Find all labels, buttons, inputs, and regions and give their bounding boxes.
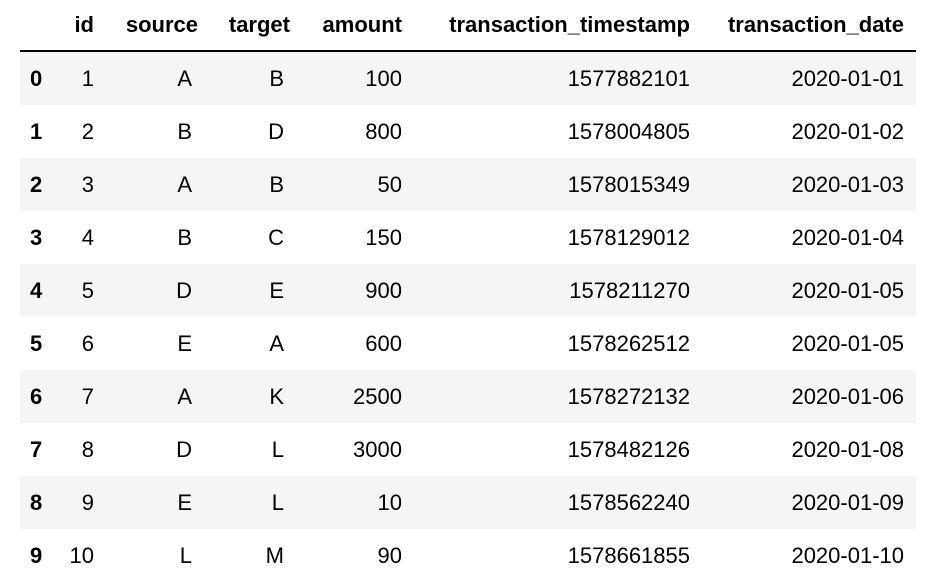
cell-source: E	[177, 489, 192, 515]
cell-target: A	[269, 330, 284, 356]
row-index: 6	[30, 383, 43, 409]
cell-id: 3	[81, 171, 94, 197]
cell-transaction-date: 2020-01-02	[791, 118, 904, 144]
column-header-target: target	[210, 0, 302, 52]
column-header-transaction-timestamp: transaction_timestamp	[414, 0, 702, 52]
row-index: 3	[30, 224, 43, 250]
cell-amount: 3000	[353, 436, 402, 462]
cell-transaction-timestamp: 1578015349	[567, 171, 690, 197]
cell-source: A	[177, 65, 192, 91]
row-index: 8	[30, 489, 43, 515]
cell-id: 9	[81, 489, 94, 515]
table-row: 8 9 E L 10 1578562240 2020-01-09	[20, 476, 916, 529]
cell-transaction-timestamp: 1578482126	[567, 436, 690, 462]
cell-id: 8	[81, 436, 94, 462]
cell-transaction-date: 2020-01-05	[791, 277, 904, 303]
cell-id: 2	[81, 118, 94, 144]
column-header-id: id	[62, 0, 106, 52]
cell-id: 6	[81, 330, 94, 356]
table-row: 5 6 E A 600 1578262512 2020-01-05	[20, 317, 916, 370]
cell-amount: 10	[377, 489, 402, 515]
cell-amount: 900	[365, 277, 402, 303]
cell-transaction-timestamp: 1578211270	[569, 277, 690, 303]
cell-transaction-date: 2020-01-08	[791, 436, 904, 462]
table-row: 0 1 A B 100 1577882101 2020-01-01	[20, 51, 916, 105]
index-column-header	[20, 0, 62, 52]
cell-target: K	[269, 383, 284, 409]
dataframe-table: id source target amount transaction_time…	[20, 0, 916, 582]
table-row: 1 2 B D 800 1578004805 2020-01-02	[20, 105, 916, 158]
table-row: 4 5 D E 900 1578211270 2020-01-05	[20, 264, 916, 317]
column-header-transaction-date: transaction_date	[702, 0, 916, 52]
cell-transaction-timestamp: 1578262512	[567, 330, 690, 356]
cell-transaction-timestamp: 1577882101	[567, 65, 690, 91]
cell-id: 5	[81, 277, 94, 303]
table-row: 9 10 L M 90 1578661855 2020-01-10	[20, 529, 916, 582]
cell-amount: 2500	[353, 383, 402, 409]
cell-transaction-date: 2020-01-05	[791, 330, 904, 356]
cell-source: A	[177, 383, 192, 409]
cell-target: M	[265, 542, 284, 568]
row-index: 1	[30, 118, 43, 144]
cell-amount: 50	[377, 171, 402, 197]
cell-target: E	[269, 277, 284, 303]
cell-transaction-date: 2020-01-01	[791, 65, 904, 91]
cell-source: A	[177, 171, 192, 197]
cell-amount: 100	[365, 65, 402, 91]
cell-target: B	[269, 65, 284, 91]
table-row: 2 3 A B 50 1578015349 2020-01-03	[20, 158, 916, 211]
row-index: 2	[30, 171, 43, 197]
cell-id: 10	[69, 542, 94, 568]
table-row: 6 7 A K 2500 1578272132 2020-01-06	[20, 370, 916, 423]
cell-id: 1	[81, 65, 94, 91]
cell-transaction-timestamp: 1578004805	[567, 118, 690, 144]
table-row: 7 8 D L 3000 1578482126 2020-01-08	[20, 423, 916, 476]
row-index: 0	[30, 65, 43, 91]
cell-id: 7	[81, 383, 94, 409]
cell-transaction-timestamp: 1578661855	[567, 542, 690, 568]
header-row: id source target amount transaction_time…	[20, 0, 916, 52]
cell-transaction-timestamp: 1578562240	[567, 489, 690, 515]
cell-amount: 90	[377, 542, 402, 568]
row-index: 7	[30, 436, 43, 462]
cell-transaction-date: 2020-01-06	[791, 383, 904, 409]
table-body: 0 1 A B 100 1577882101 2020-01-01 1 2 B D 800 157800…	[20, 51, 916, 582]
cell-source: B	[177, 118, 192, 144]
column-header-amount: amount	[302, 0, 414, 52]
cell-source: D	[176, 277, 192, 303]
table-row: 3 4 B C 150 1578129012 2020-01-04	[20, 211, 916, 264]
cell-transaction-timestamp: 1578272132	[567, 383, 690, 409]
cell-amount: 150	[365, 224, 402, 250]
cell-transaction-date: 2020-01-10	[791, 542, 904, 568]
row-index: 5	[30, 330, 43, 356]
cell-source: L	[179, 542, 192, 568]
cell-target: L	[271, 436, 284, 462]
table-header: id source target amount transaction_time…	[20, 0, 916, 52]
cell-transaction-timestamp: 1578129012	[567, 224, 690, 250]
cell-transaction-date: 2020-01-04	[791, 224, 904, 250]
row-index: 4	[30, 277, 43, 303]
cell-amount: 800	[365, 118, 402, 144]
row-index: 9	[30, 542, 43, 568]
cell-transaction-date: 2020-01-03	[791, 171, 904, 197]
cell-transaction-date: 2020-01-09	[791, 489, 904, 515]
cell-target: C	[268, 224, 284, 250]
cell-source: D	[176, 436, 192, 462]
cell-target: B	[269, 171, 284, 197]
cell-amount: 600	[365, 330, 402, 356]
column-header-source: source	[106, 0, 210, 52]
cell-source: B	[177, 224, 192, 250]
cell-id: 4	[81, 224, 94, 250]
cell-target: D	[268, 118, 284, 144]
cell-target: L	[271, 489, 284, 515]
cell-source: E	[177, 330, 192, 356]
